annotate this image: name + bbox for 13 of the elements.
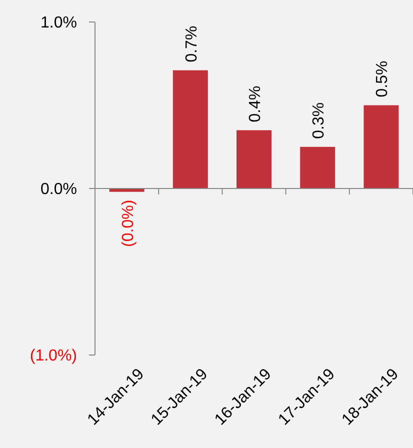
- bar: [172, 70, 208, 188]
- bar: [300, 146, 336, 188]
- y-tick-label: 1.0%: [40, 14, 77, 32]
- data-label: (0.0%): [120, 200, 137, 247]
- bar: [236, 130, 272, 188]
- y-tick-label: 0.0%: [40, 181, 77, 198]
- data-label: 0.4%: [247, 86, 264, 122]
- data-label: 0.3%: [310, 102, 328, 139]
- bar: [364, 105, 399, 188]
- data-label: 0.5%: [374, 60, 392, 98]
- y-tick-label: (1.0%): [30, 348, 77, 365]
- data-label: 0.7%: [183, 26, 200, 62]
- bar: [109, 188, 144, 192]
